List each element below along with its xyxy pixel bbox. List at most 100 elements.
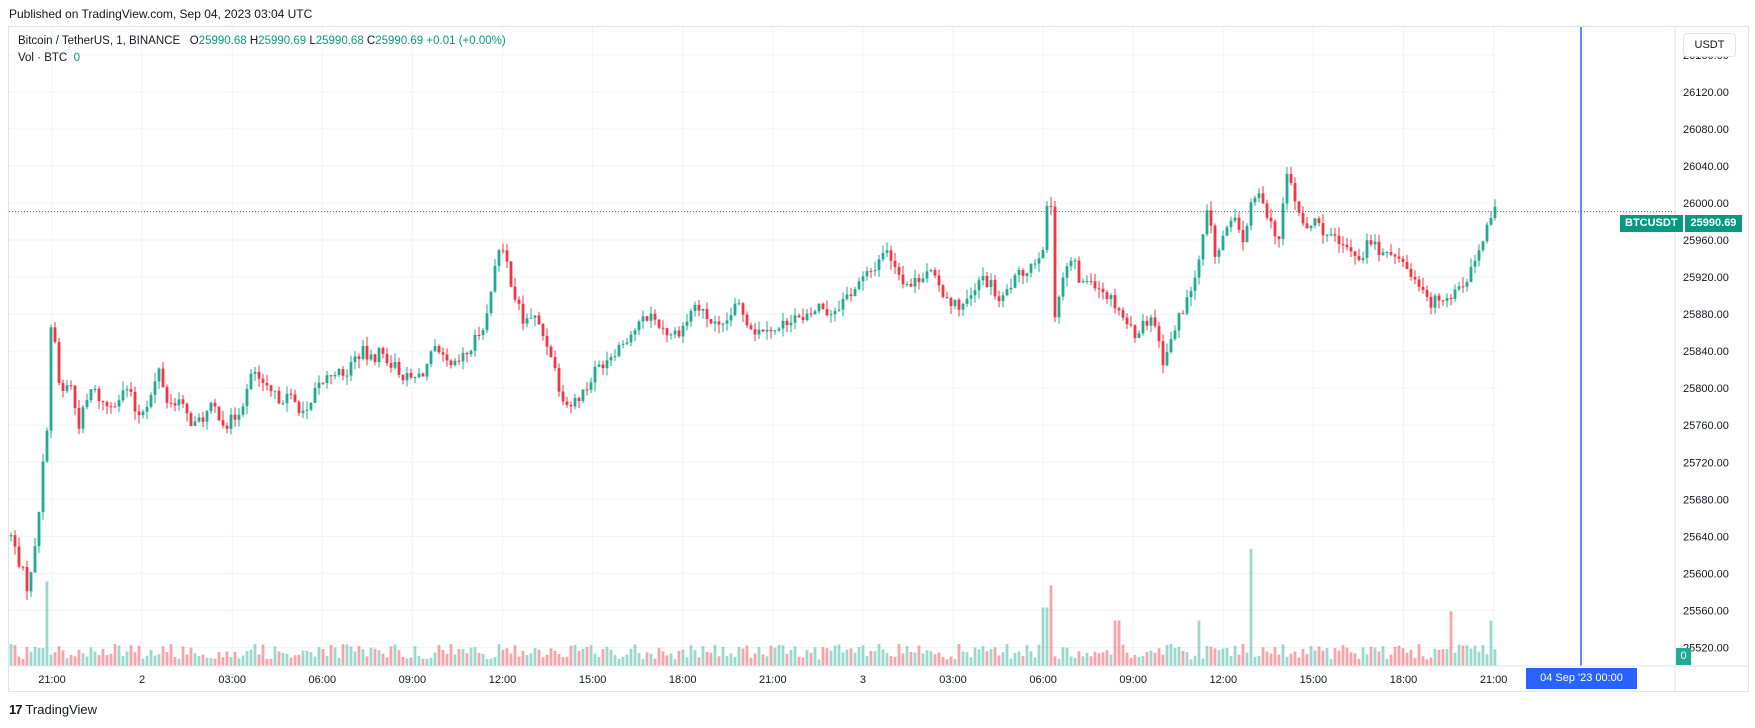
volume-bar (81, 653, 85, 666)
volume-bar (513, 645, 517, 666)
candle-body (241, 406, 245, 415)
volume-bar (405, 658, 409, 666)
candle-body (1001, 295, 1005, 302)
candle-body (1233, 217, 1237, 221)
volume-bar (777, 644, 781, 666)
volume-bar (381, 653, 385, 666)
candle-body (1301, 212, 1305, 224)
candle-body (1441, 300, 1445, 302)
volume-bar (1053, 656, 1057, 666)
volume-bar (521, 650, 525, 666)
volume-bar (249, 649, 253, 666)
volume-bar (745, 645, 749, 666)
volume-bar (1041, 607, 1045, 666)
candle-body (621, 343, 625, 345)
candle-body (829, 314, 833, 316)
candle-body (1165, 352, 1169, 366)
volume-bar (889, 656, 893, 666)
y-tick-label: 25680.00 (1683, 494, 1729, 506)
candle-body (101, 401, 105, 403)
volume-bar (1353, 653, 1357, 666)
candle-body (117, 400, 121, 407)
volume-bar (301, 650, 305, 666)
volume-bar (1185, 652, 1189, 666)
volume-bar (29, 651, 33, 666)
candle-body (969, 295, 973, 299)
candle-body (593, 366, 597, 383)
candle-body (557, 367, 561, 392)
volume-bar (1325, 648, 1329, 666)
candle-body (481, 330, 485, 336)
volume-bar (1049, 585, 1053, 666)
candle-body (1225, 227, 1229, 236)
volume-bar (233, 651, 237, 666)
candle-body (897, 267, 901, 275)
volume-bar (393, 644, 397, 666)
volume-bar (1237, 654, 1241, 666)
candle-body (541, 324, 545, 337)
candle-body (733, 303, 737, 316)
candle-body (665, 328, 669, 336)
candle-body (277, 390, 281, 404)
candle-body (893, 260, 897, 268)
candle-body (745, 314, 749, 326)
candle-body (425, 364, 429, 377)
volume-bar (1061, 647, 1065, 666)
tradingview-brand[interactable]: 17 TradingView (9, 702, 97, 717)
volume-bar (969, 657, 973, 666)
candle-body (1265, 203, 1269, 218)
candle-body (577, 397, 581, 402)
volume-bar (1389, 654, 1393, 666)
candle-body (137, 411, 141, 416)
candle-body (493, 265, 497, 292)
volume-bar (189, 647, 193, 666)
volume-bar (337, 657, 341, 666)
volume-bar (13, 645, 17, 666)
volume-bar (1089, 656, 1093, 666)
candle-body (485, 313, 489, 331)
volume-bar (417, 655, 421, 666)
x-tick-label: 09:00 (399, 674, 427, 686)
volume-bar (449, 644, 453, 666)
candle-body (497, 250, 501, 266)
candle-body (1353, 251, 1357, 256)
volume-bar (909, 651, 913, 666)
x-tick-label: 06:00 (309, 674, 337, 686)
volume-bar (1441, 649, 1445, 666)
volume-bar (1317, 646, 1321, 666)
x-tick-label: 03:00 (218, 674, 246, 686)
volume-bar (785, 653, 789, 666)
currency-button[interactable]: USDT (1683, 33, 1736, 57)
candle-body (873, 270, 877, 272)
candle-body (1153, 317, 1157, 326)
volume-bar (1017, 651, 1021, 666)
volume-bar (1021, 656, 1025, 666)
candle-body (1409, 268, 1413, 277)
candle-body (1101, 288, 1105, 293)
volume-bar (953, 658, 957, 666)
volume-bar (65, 658, 69, 666)
volume-bar (609, 649, 613, 666)
candle-body (1317, 218, 1321, 224)
volume-bar (445, 653, 449, 666)
last-price-tag: 25990.69 (1685, 215, 1742, 232)
candle-body (1069, 260, 1073, 267)
candle-body (293, 394, 297, 402)
volume-bar (133, 652, 137, 666)
candle-body (725, 320, 729, 324)
volume-bar (1217, 650, 1221, 666)
volume-bar (993, 647, 997, 666)
candle-body (369, 354, 373, 360)
volume-bar (845, 649, 849, 666)
candle-body (341, 369, 345, 376)
volume-bar (1269, 653, 1273, 666)
tradingview-logo-icon: 17 (9, 702, 23, 717)
candle-body (97, 388, 101, 402)
legend-close: 25990.69 (375, 35, 424, 47)
volume-bar (1409, 649, 1413, 666)
candle-body (801, 317, 805, 320)
candle-body (1085, 281, 1089, 283)
candle-body (433, 346, 437, 352)
volume-bar (929, 651, 933, 666)
